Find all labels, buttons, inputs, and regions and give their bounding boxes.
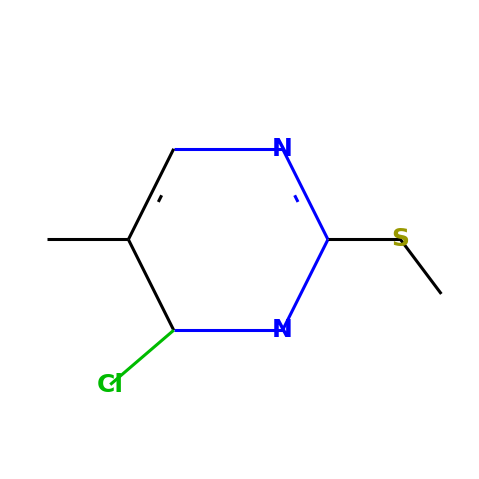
Text: Cl: Cl: [97, 373, 124, 397]
Text: N: N: [272, 137, 293, 161]
Text: S: S: [391, 228, 410, 251]
Text: N: N: [272, 318, 293, 342]
